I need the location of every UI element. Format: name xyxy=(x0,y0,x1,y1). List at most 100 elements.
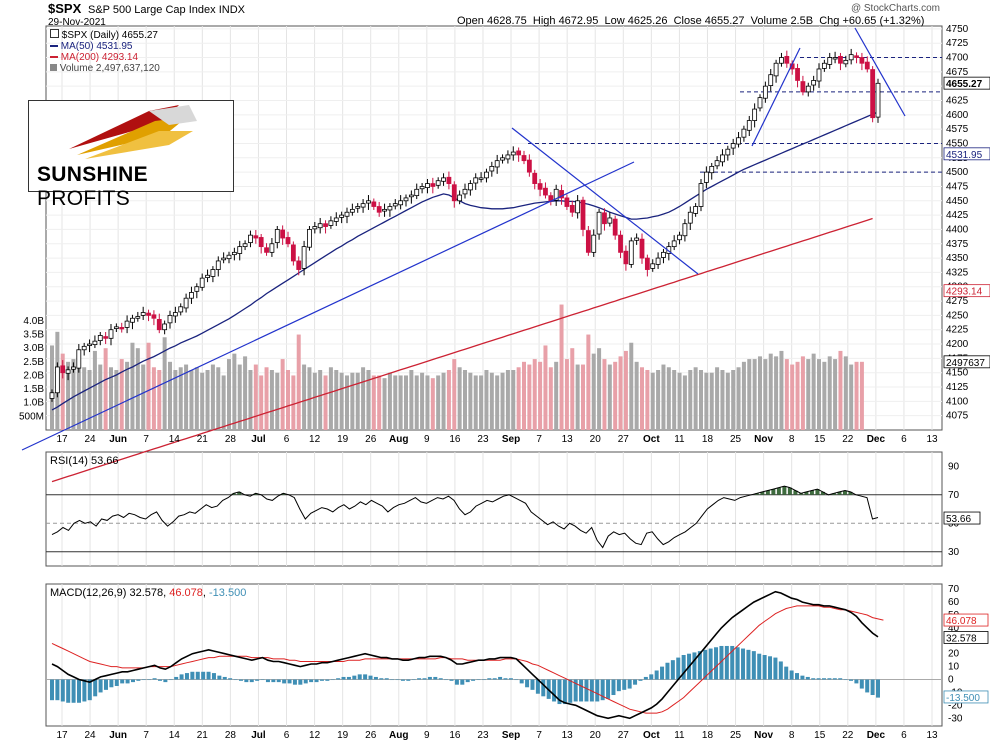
y-tick-label-price: 4100 xyxy=(946,396,969,407)
volume-bar xyxy=(656,370,661,430)
candle-body xyxy=(682,223,688,237)
macd-histogram-bar xyxy=(228,678,233,680)
x-tick-label-bottom: 6 xyxy=(901,730,907,741)
x-tick-label-bottom: 23 xyxy=(477,730,489,741)
volume-bar xyxy=(677,372,682,430)
price-tag-label: 2497637 xyxy=(946,358,985,369)
panel-border-1 xyxy=(45,451,943,567)
y-tick-label-volume: 2.0B xyxy=(23,370,44,381)
y-tick-label-price: 4575 xyxy=(946,124,969,135)
candle-body xyxy=(709,165,715,174)
candle-body xyxy=(269,243,275,253)
volume-bar xyxy=(672,370,677,430)
y-tick-label-price: 4250 xyxy=(946,310,969,321)
candle-body xyxy=(596,211,602,235)
macd-histogram-bar xyxy=(120,679,125,684)
x-tick-label-top: 7 xyxy=(143,434,149,445)
volume-bar xyxy=(189,370,194,430)
x-tick-label-top: 16 xyxy=(449,434,461,445)
candle-body xyxy=(355,206,361,209)
low-label: Low xyxy=(604,15,625,27)
candle-body xyxy=(290,244,296,262)
candle-body xyxy=(130,317,135,323)
candle-body xyxy=(366,200,371,204)
x-tick-label-bottom: 17 xyxy=(56,730,68,741)
ticker-symbol: $SPX xyxy=(48,1,82,16)
macd-histogram-bar xyxy=(838,678,843,680)
macd-histogram-bar xyxy=(633,679,638,685)
candle-body xyxy=(425,183,430,189)
volume-bar xyxy=(227,359,231,430)
y-tick-label-price: 4150 xyxy=(946,368,969,379)
legend-ma50-swatch xyxy=(50,45,58,48)
macd-histogram-bar xyxy=(303,679,308,684)
candle-body xyxy=(392,203,398,207)
high-value: 4672.95 xyxy=(558,15,599,27)
candle-body xyxy=(205,274,210,278)
candle-body xyxy=(805,85,811,93)
candle-body xyxy=(317,223,323,229)
volume-bar xyxy=(473,375,478,430)
candle-body xyxy=(339,214,345,218)
candle-body xyxy=(564,197,570,207)
macd-histogram-bar xyxy=(557,679,562,705)
candle-body xyxy=(140,312,146,316)
macd-histogram-bar xyxy=(530,679,535,690)
macd-histogram-bar xyxy=(357,674,362,680)
macd-histogram-bar xyxy=(190,671,195,680)
candle-body xyxy=(575,200,581,214)
volume-bar xyxy=(452,359,457,430)
macd-histogram-bar xyxy=(265,679,270,683)
volume-bar xyxy=(725,372,730,430)
volume-bar xyxy=(157,370,162,430)
x-tick-label-top: 8 xyxy=(789,434,795,445)
x-tick-label-bottom: 27 xyxy=(618,730,630,741)
candle-body xyxy=(623,250,629,265)
watermark: @ StockCharts.com xyxy=(850,3,940,14)
macd-histogram-bar xyxy=(795,673,800,680)
volume-bar xyxy=(382,378,387,430)
macd-histogram-bar xyxy=(422,678,427,680)
macd-histogram-bar xyxy=(141,679,146,681)
y-tick-label-price: 4350 xyxy=(946,253,969,264)
panel-border-2 xyxy=(45,583,943,727)
candle-body xyxy=(194,286,200,292)
price-tag-label: 4293.14 xyxy=(946,287,983,298)
candle-body xyxy=(71,366,76,370)
macd-histogram-bar xyxy=(87,679,92,701)
candle-body xyxy=(677,234,682,241)
macd-histogram-bar xyxy=(519,679,524,684)
chart-axes: 17 17 24 24 Jun Jun 7 7 14 14 21 21 28 28 Jul Jul 6 6 12 12… xyxy=(19,24,990,741)
macd-histogram-bar xyxy=(562,679,567,705)
x-tick-label-bottom: Sep xyxy=(502,730,520,741)
macd-histogram-bar xyxy=(157,679,162,681)
candle-body xyxy=(172,312,178,317)
macd-histogram-bar xyxy=(260,679,265,681)
candle-body xyxy=(237,246,243,254)
volume-bar xyxy=(109,367,113,430)
y-tick-label-price: 4750 xyxy=(946,24,969,35)
volume-bar xyxy=(859,361,864,430)
candle-body xyxy=(307,229,312,248)
rsi-value-box xyxy=(943,511,981,525)
candle-body xyxy=(725,148,731,156)
x-tick-label-bottom: 18 xyxy=(702,730,714,741)
y-tick-label-macd: 60 xyxy=(948,597,960,608)
candle-body xyxy=(151,314,157,319)
volume-bar xyxy=(286,370,290,430)
volume-bar xyxy=(548,367,553,430)
macd-histogram-bar xyxy=(622,679,627,690)
volume-bar xyxy=(345,375,349,430)
macd-histogram-bar xyxy=(784,666,789,680)
macd-histogram-bar xyxy=(789,670,794,680)
volume-bar xyxy=(806,359,811,430)
macd-histogram-bar xyxy=(98,679,103,693)
chg-label: Chg xyxy=(819,15,840,27)
y-tick-label-price: 4325 xyxy=(946,267,969,278)
trend-line xyxy=(21,161,635,451)
x-tick-label-top: 18 xyxy=(702,434,714,445)
price-tag-box xyxy=(943,284,990,298)
y-tick-label-macd: 0 xyxy=(948,675,954,686)
x-tick-label-bottom: 28 xyxy=(225,730,237,741)
macd-histogram-bar xyxy=(600,679,605,701)
